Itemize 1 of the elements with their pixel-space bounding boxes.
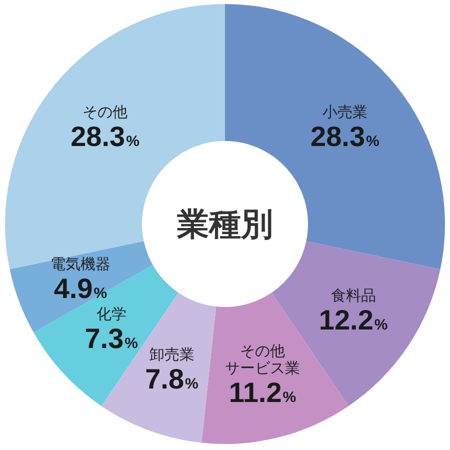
title: 業種別 <box>177 206 273 242</box>
